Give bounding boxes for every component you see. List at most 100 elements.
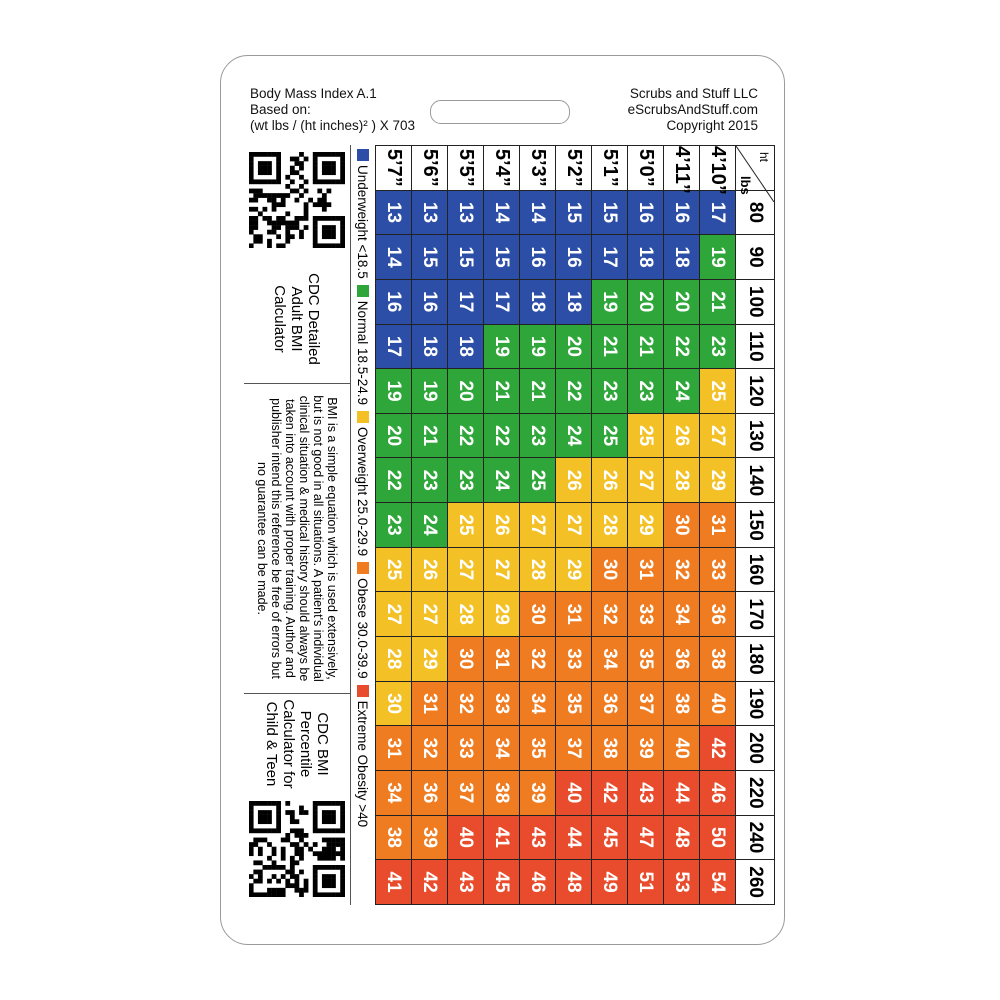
qr-module	[331, 883, 336, 889]
qr-module	[249, 846, 254, 852]
qr-module	[312, 234, 318, 240]
bmi-cell: 40	[447, 815, 484, 860]
bmi-cell: 43	[447, 859, 484, 905]
qr-module	[267, 801, 272, 806]
qr-module	[267, 819, 272, 825]
qr-module	[280, 855, 286, 861]
qr-module	[312, 874, 318, 879]
formula: (wt lbs / (ht inches)² ) X 703	[250, 118, 416, 133]
qr-module	[257, 152, 263, 157]
legend-item: Normal 18.5-24.9	[356, 284, 371, 405]
qr-module	[267, 170, 272, 176]
qr-module	[340, 152, 345, 157]
legend-label: Overweight 25.0-29.9	[355, 427, 371, 557]
qr-module	[257, 161, 263, 166]
qr-module	[303, 202, 309, 208]
qr-module	[257, 179, 263, 185]
qr-module	[331, 216, 336, 221]
qr-module	[331, 846, 336, 852]
qr-module	[280, 243, 286, 248]
legend-item: Obese 30.0-39.9	[356, 562, 371, 679]
qr-module	[276, 170, 281, 176]
qr-module	[267, 165, 272, 171]
qr-module	[294, 874, 300, 879]
qr-module	[285, 833, 291, 838]
qr-module	[276, 220, 281, 226]
bmi-cell: 50	[699, 815, 736, 860]
qr-module	[321, 165, 327, 171]
legend-swatch	[357, 684, 370, 697]
qr-module	[303, 887, 309, 893]
qr-module	[308, 846, 313, 852]
bmi-cell: 40	[555, 770, 592, 816]
qr-module	[340, 225, 345, 230]
qr-module	[299, 152, 304, 157]
qr-module	[326, 855, 332, 861]
qr-module	[267, 892, 272, 897]
qr-module	[321, 229, 327, 235]
bmi-cell: 23	[591, 368, 628, 414]
height-row: 5’3” 14 16 18 19 21 23 25 27 28 30 32 34 35 39 43 46	[519, 145, 556, 905]
bmi-cell: 41	[483, 815, 520, 860]
qr-module	[249, 206, 254, 212]
bmi-cell: 34	[519, 681, 556, 726]
qr-module	[280, 193, 286, 198]
qr-module	[331, 814, 336, 820]
qr-module	[312, 842, 318, 847]
height-row: 5’5” 13 15 17 18 20 22 23 25 27 28 30 32 33 37 40 43	[447, 145, 484, 905]
qr-module	[331, 801, 336, 806]
qr-module	[331, 161, 336, 166]
qr-module	[294, 220, 300, 226]
qr-module	[340, 810, 345, 815]
bmi-cell: 21	[411, 413, 448, 458]
qr-module	[326, 243, 332, 248]
qr-module	[276, 193, 281, 198]
qr-module	[331, 855, 336, 861]
qr-module	[321, 801, 327, 806]
qr-module	[335, 837, 341, 843]
bmi-cell: 16	[519, 234, 556, 280]
qr-module	[262, 152, 268, 157]
bmi-cell: 21	[627, 324, 664, 369]
weight-label: 220	[735, 770, 775, 816]
bmi-cell: 34	[483, 725, 520, 771]
qr-module	[321, 225, 327, 230]
qr-module	[340, 243, 345, 248]
weight-label: 90	[735, 234, 775, 280]
weight-label: 170	[735, 591, 775, 637]
bmi-cell: 23	[411, 457, 448, 503]
qr-module	[249, 801, 254, 806]
qr-module	[262, 193, 268, 198]
copyright: Copyright 2015	[666, 118, 758, 133]
bmi-cell: 14	[483, 190, 520, 235]
weight-label: 140	[735, 457, 775, 503]
bmi-cell: 35	[519, 725, 556, 771]
bmi-cell: 36	[591, 681, 628, 726]
qr-module	[340, 878, 345, 884]
qr-module	[276, 243, 281, 248]
bmi-cell: 36	[411, 770, 448, 816]
qr-module	[321, 193, 327, 198]
qr-module	[335, 892, 341, 897]
bmi-cell: 25	[375, 547, 412, 592]
qr-module	[335, 243, 341, 248]
qr-module	[303, 878, 309, 884]
qr-module	[340, 887, 345, 893]
qr-module	[253, 216, 259, 221]
qr-module	[312, 229, 318, 235]
qr-module	[326, 234, 332, 240]
bmi-cell: 19	[375, 368, 412, 414]
title: Body Mass Index A.1	[250, 86, 377, 101]
bmi-cell: 33	[483, 681, 520, 726]
qr-module	[340, 234, 345, 240]
weight-label: 150	[735, 502, 775, 548]
qr-module	[312, 810, 318, 815]
bmi-cell: 32	[447, 681, 484, 726]
qr-module	[262, 810, 268, 815]
qr-module	[289, 819, 295, 825]
height-row: 5’7” 13 14 16 17 19 20 22 23 25 27 28 30 31 34 38 41	[375, 145, 412, 905]
qr-module	[331, 225, 336, 230]
qr-module	[331, 229, 336, 235]
qr-module	[340, 846, 345, 852]
qr-module	[308, 197, 313, 203]
